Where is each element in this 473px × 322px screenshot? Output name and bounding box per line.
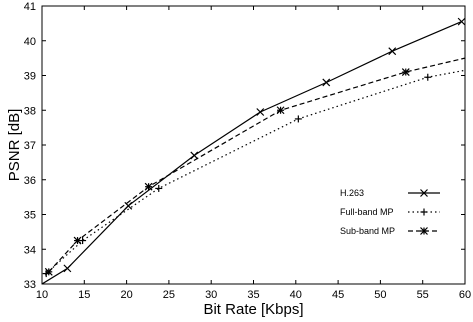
x-tick-label: 50 bbox=[374, 289, 386, 301]
legend: H.263 Full-band MP Sub-band MP bbox=[340, 188, 440, 236]
x-axis-label: Bit Rate [Kbps] bbox=[203, 301, 303, 318]
data-point-h-263 bbox=[322, 78, 331, 87]
y-tick-label: 41 bbox=[24, 1, 36, 13]
x-tick-label: 40 bbox=[290, 289, 302, 301]
data-point-h-263 bbox=[190, 151, 199, 160]
x-tick-label: 25 bbox=[163, 289, 175, 301]
data-point-sub-band-mp bbox=[73, 236, 82, 245]
data-point-h-263 bbox=[388, 47, 397, 56]
y-tick-label: 38 bbox=[24, 105, 36, 117]
x-tick-label: 15 bbox=[78, 289, 90, 301]
y-tick-label: 35 bbox=[24, 210, 36, 222]
y-axis-label: PSNR [dB] bbox=[6, 109, 23, 182]
y-tick-label: 36 bbox=[24, 175, 36, 187]
y-tick-label: 37 bbox=[24, 140, 36, 152]
x-tick-label: 10 bbox=[36, 289, 48, 301]
ticks-layer: 10 15 20 25 30 35 40 45 50 55 60 33 34 35 36 37 38 39 40 41 bbox=[24, 1, 471, 301]
data-point-sub-band-mp bbox=[44, 267, 53, 276]
series-line-full-band-mp bbox=[45, 69, 465, 275]
data-point-full-band-mp bbox=[294, 115, 302, 123]
data-point-h-263 bbox=[457, 17, 466, 26]
data-point-sub-band-mp bbox=[144, 182, 153, 191]
data-point-h-263 bbox=[124, 201, 133, 210]
data-point-sub-band-mp bbox=[401, 68, 410, 76]
legend-marker-sub-band-mp bbox=[420, 227, 428, 235]
x-tick-label: 60 bbox=[459, 289, 471, 301]
y-tick-label: 40 bbox=[24, 36, 36, 48]
x-tick-label: 45 bbox=[332, 289, 344, 301]
data-point-full-band-mp bbox=[424, 73, 432, 81]
series-layer bbox=[42, 17, 466, 284]
legend-marker-h-263 bbox=[420, 189, 428, 197]
series-line-h-263 bbox=[42, 21, 462, 284]
x-tick-label: 30 bbox=[205, 289, 217, 301]
y-tick-label: 34 bbox=[24, 244, 36, 256]
y-tick-label: 39 bbox=[24, 71, 36, 83]
legend-label-h-263: H.263 bbox=[340, 188, 364, 198]
legend-label-full-band-mp: Full-band MP bbox=[340, 207, 394, 217]
data-point-h-263 bbox=[256, 108, 265, 116]
plot-frame bbox=[41, 5, 466, 285]
data-point-h-263 bbox=[63, 264, 72, 273]
x-tick-label: 20 bbox=[120, 289, 132, 301]
legend-marker-full-band-mp bbox=[420, 208, 428, 216]
series-line-sub-band-mp bbox=[48, 57, 465, 273]
x-tick-label: 35 bbox=[247, 289, 259, 301]
y-tick-label: 33 bbox=[24, 279, 36, 291]
legend-label-sub-band-mp: Sub-band MP bbox=[340, 226, 395, 236]
data-point-full-band-mp bbox=[155, 184, 163, 192]
data-point-sub-band-mp bbox=[276, 106, 285, 115]
x-tick-label: 55 bbox=[417, 289, 429, 301]
